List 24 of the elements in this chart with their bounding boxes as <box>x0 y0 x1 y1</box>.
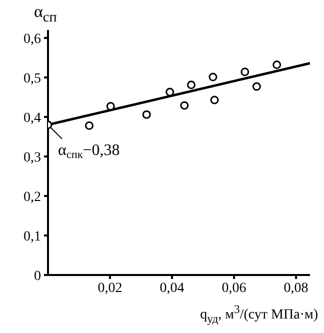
y-tick-label: 0,2 <box>24 190 41 205</box>
point <box>186 80 196 90</box>
point <box>180 101 189 110</box>
y-tick-label: 0,3 <box>24 150 41 166</box>
point <box>210 96 219 104</box>
x-tick-label: 0,06 <box>222 280 246 296</box>
y-tick-label: 0,5 <box>24 71 41 86</box>
y-tick-label: 0,6 <box>24 32 41 47</box>
y-tick-label: 0 <box>34 268 41 284</box>
point <box>208 72 218 82</box>
x-axis-title: q$_{уд}$, м$^{3}$/(сут МПа·м) <box>200 303 318 326</box>
point <box>142 110 151 119</box>
point <box>166 88 174 96</box>
y-axis-title: α$_{сп}$ <box>34 2 57 26</box>
x-tick-label: 0,02 <box>98 280 122 296</box>
point <box>84 121 94 130</box>
x-tick-label: 0,04 <box>160 280 184 296</box>
x-tick-label: 0,08 <box>284 280 308 296</box>
point <box>272 60 282 70</box>
point <box>240 68 250 76</box>
point <box>252 82 261 91</box>
annotation: α$_{спк}$−0,38 <box>58 142 120 161</box>
y-tick-label: 0,1 <box>24 229 41 244</box>
y-tick-label: 0,4 <box>24 110 41 126</box>
